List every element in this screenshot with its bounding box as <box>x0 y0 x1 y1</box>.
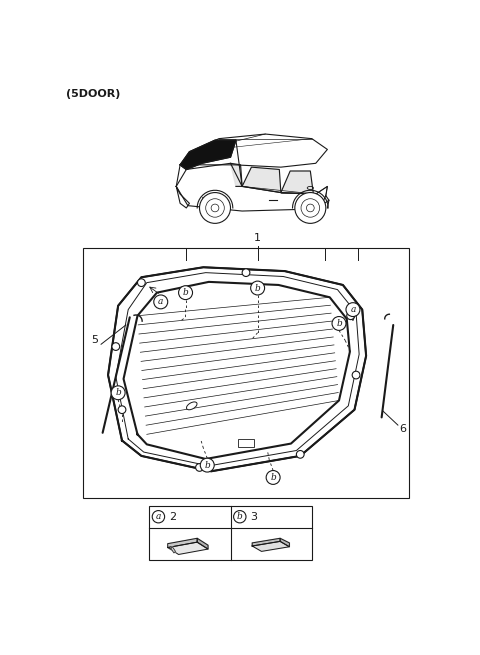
Text: b: b <box>237 512 243 521</box>
Text: b: b <box>336 319 342 328</box>
Text: b: b <box>204 460 210 470</box>
Circle shape <box>137 279 145 286</box>
Polygon shape <box>230 163 242 187</box>
Circle shape <box>179 286 192 299</box>
Polygon shape <box>242 167 281 193</box>
Polygon shape <box>197 538 208 549</box>
Text: a: a <box>158 297 163 307</box>
Circle shape <box>154 295 168 309</box>
Bar <box>149 506 312 560</box>
Circle shape <box>346 303 360 316</box>
Circle shape <box>332 316 346 330</box>
Text: b: b <box>115 388 121 398</box>
Text: 5: 5 <box>91 335 98 345</box>
Circle shape <box>347 312 355 320</box>
Bar <box>202 197 225 205</box>
Text: a: a <box>350 305 356 314</box>
Text: 6: 6 <box>399 424 407 434</box>
Text: 1: 1 <box>254 233 261 242</box>
Text: b: b <box>183 288 189 297</box>
Ellipse shape <box>187 402 197 410</box>
Circle shape <box>352 371 360 379</box>
Circle shape <box>118 406 126 413</box>
Circle shape <box>251 281 264 295</box>
Text: (5DOOR): (5DOOR) <box>66 89 120 100</box>
Polygon shape <box>252 538 280 546</box>
Bar <box>83 248 409 498</box>
Polygon shape <box>252 542 289 552</box>
Text: b: b <box>270 473 276 482</box>
Text: 2: 2 <box>169 512 177 522</box>
Circle shape <box>296 451 304 458</box>
Polygon shape <box>180 140 236 170</box>
Circle shape <box>266 470 280 485</box>
Circle shape <box>242 269 250 276</box>
Polygon shape <box>168 542 208 555</box>
Circle shape <box>234 510 246 523</box>
Polygon shape <box>176 163 327 211</box>
Circle shape <box>152 510 165 523</box>
Polygon shape <box>168 538 197 548</box>
Bar <box>238 439 254 447</box>
Circle shape <box>196 464 204 472</box>
Circle shape <box>200 458 214 472</box>
Polygon shape <box>280 538 289 547</box>
Polygon shape <box>171 547 176 553</box>
Polygon shape <box>281 171 313 194</box>
Circle shape <box>295 193 326 223</box>
Circle shape <box>112 343 120 350</box>
Text: a: a <box>156 512 161 521</box>
Text: b: b <box>255 284 261 293</box>
Text: 3: 3 <box>251 512 258 522</box>
Polygon shape <box>108 267 366 472</box>
Circle shape <box>200 193 230 223</box>
Polygon shape <box>180 134 327 167</box>
Circle shape <box>111 386 125 400</box>
